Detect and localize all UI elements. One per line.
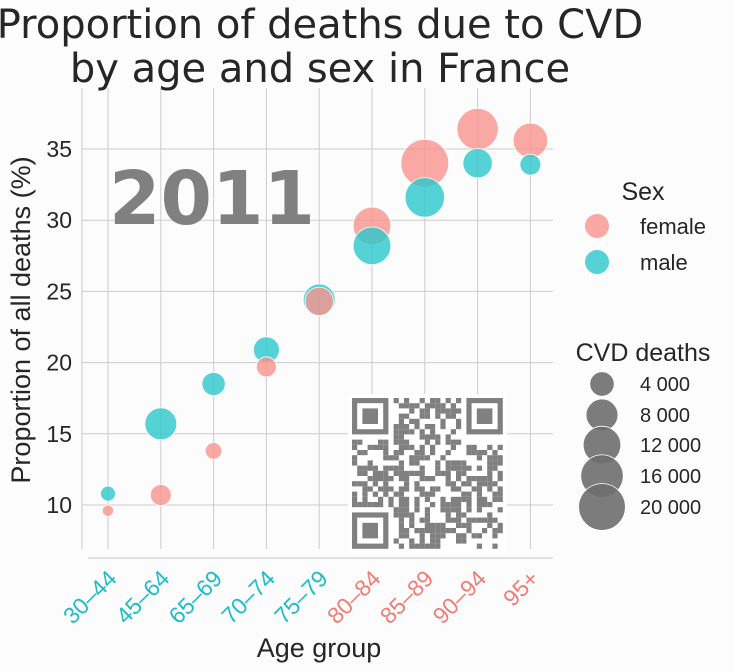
legend-size-title: CVD deaths xyxy=(576,339,711,367)
legend-sex-title: Sex xyxy=(621,178,665,206)
year-label: 2011 xyxy=(109,156,315,242)
qr-code-image xyxy=(348,394,507,553)
x-tick-label: 95+ xyxy=(498,565,544,611)
legend-size-marker xyxy=(589,371,615,397)
legend-marker-female xyxy=(585,214,609,238)
x-tick-label: 45–64 xyxy=(111,565,175,629)
legend-label-male: male xyxy=(640,250,688,275)
legend-marker-male xyxy=(585,250,609,274)
legend-size-label: 16 000 xyxy=(640,466,701,488)
data-points xyxy=(100,107,549,517)
point-male xyxy=(404,177,445,218)
point-male xyxy=(201,371,226,397)
y-tick-label: 15 xyxy=(46,421,72,447)
point-male xyxy=(519,153,542,176)
point-female xyxy=(101,504,115,517)
point-male xyxy=(100,485,116,502)
legend-sex: Sex female male xyxy=(585,178,706,275)
point-female xyxy=(255,356,277,378)
point-male xyxy=(352,226,392,266)
legend-size-label: 12 000 xyxy=(640,435,701,457)
x-tick-label: 30–44 xyxy=(58,565,122,629)
x-tick-label: 65–69 xyxy=(164,565,228,629)
legend-size-label: 4 000 xyxy=(640,374,690,396)
point-female xyxy=(456,107,499,151)
legend-size-label: 8 000 xyxy=(640,405,690,427)
x-tick-label: 80–84 xyxy=(322,565,386,629)
y-tick-label: 35 xyxy=(46,136,72,162)
chart-title-line2: by age and sex in France xyxy=(70,46,570,92)
legend-size: CVD deaths 4 000 8 000 12 000 16 000 20 000 xyxy=(576,339,711,531)
x-axis-label: Age group xyxy=(257,633,382,663)
y-tick-label: 30 xyxy=(46,207,72,233)
x-tick-label: 85–89 xyxy=(375,565,439,629)
y-axis-ticks: 10 15 20 25 30 35 xyxy=(46,136,72,518)
point-male xyxy=(462,148,493,179)
x-tick-label: 90–94 xyxy=(428,565,492,629)
y-axis-label: Proportion of all deaths (%) xyxy=(6,156,36,483)
x-axis-ticks: 30–4445–6465–6970–7475–7980–8485–8990–94… xyxy=(58,565,544,629)
y-tick-label: 20 xyxy=(46,350,72,376)
legend-label-female: female xyxy=(640,214,706,239)
x-tick-label: 75–79 xyxy=(269,565,333,629)
y-tick-label: 10 xyxy=(46,492,72,518)
point-female xyxy=(204,442,223,460)
point-female xyxy=(149,484,172,506)
point-male xyxy=(144,407,178,441)
y-tick-label: 25 xyxy=(46,278,72,304)
chart-title-line1: Proportion of deaths due to CVD xyxy=(0,2,643,48)
legend-size-label: 20 000 xyxy=(640,497,701,519)
x-tick-label: 70–74 xyxy=(216,565,280,629)
legend-size-marker xyxy=(578,483,626,531)
point-female xyxy=(512,122,549,159)
point-female xyxy=(304,286,334,317)
